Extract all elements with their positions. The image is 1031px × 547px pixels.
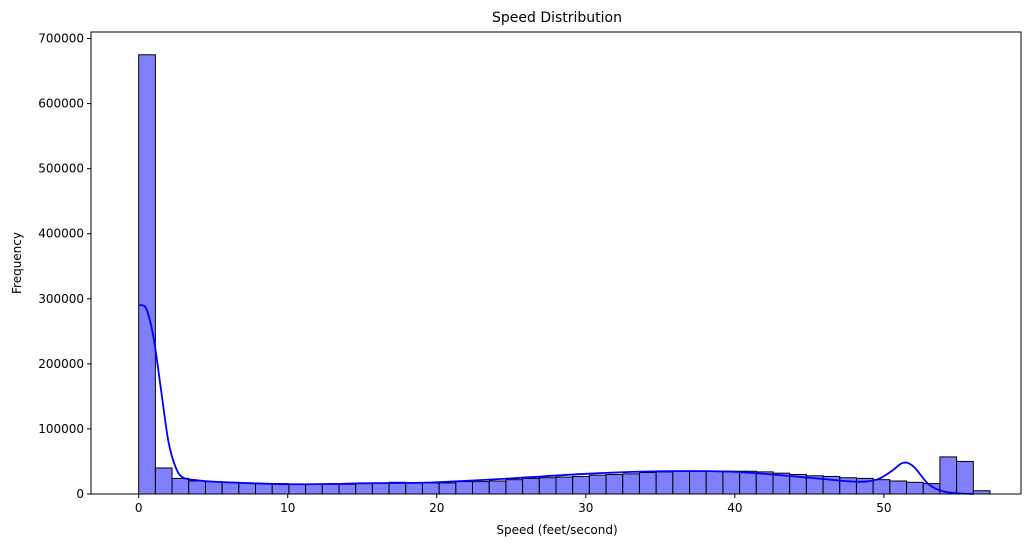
y-tick-label: 600000: [38, 97, 84, 111]
histogram-bar: [522, 477, 540, 495]
y-tick-label: 100000: [38, 422, 84, 436]
x-tick-label: 50: [876, 501, 891, 515]
histogram-bar: [488, 480, 507, 495]
histogram-bars: [138, 54, 991, 495]
plot-frame: [90, 31, 1022, 495]
x-tick-label: 0: [135, 501, 143, 515]
y-tick-label: 500000: [38, 162, 84, 176]
histogram-bar: [255, 483, 273, 495]
histogram-bar: [705, 470, 724, 495]
histogram-bar: [204, 481, 223, 495]
histogram-bar: [906, 481, 924, 495]
axes: 0 10 20 30 40 50 0 100000 200000 300000 400000 5000…: [38, 32, 891, 515]
histogram-bar: [538, 477, 557, 495]
histogram-bar: [388, 481, 407, 495]
histogram-bar: [622, 473, 640, 495]
histogram-bar: [171, 477, 190, 495]
y-tick-label: 400000: [38, 227, 84, 241]
x-tick-label: 10: [280, 501, 295, 515]
x-tick-label: 30: [578, 501, 593, 515]
y-tick-label: 200000: [38, 357, 84, 371]
histogram-bar: [722, 470, 741, 495]
histogram-bar: [188, 480, 206, 495]
x-axis-label: Speed (feet/second): [496, 523, 617, 537]
histogram-bar: [672, 470, 691, 495]
histogram-bar: [872, 479, 891, 495]
histogram-bar: [956, 460, 974, 495]
histogram-bar: [371, 482, 390, 495]
histogram-bar: [689, 470, 707, 495]
histogram-bar: [555, 476, 574, 495]
histogram-bar: [889, 480, 908, 495]
chart-title: Speed Distribution: [492, 10, 622, 26]
histogram-bar: [338, 483, 357, 495]
histogram-bar: [405, 482, 423, 495]
y-axis-label: Frequency: [10, 232, 24, 294]
histogram-bar: [939, 456, 958, 495]
histogram-bar: [605, 473, 624, 495]
kde-curve: [138, 304, 974, 495]
x-tick-label: 20: [429, 501, 444, 515]
histogram-bar: [638, 472, 657, 495]
histogram-bar: [221, 481, 240, 495]
histogram-bar: [438, 482, 457, 495]
histogram-bar: [321, 483, 340, 495]
histogram-bar: [154, 467, 173, 495]
y-tick-label: 300000: [38, 292, 84, 306]
y-tick-label: 0: [76, 487, 84, 501]
histogram-bar: [472, 481, 490, 495]
x-tick-label: 40: [727, 501, 742, 515]
histogram-bar: [305, 483, 323, 495]
histogram-bar: [455, 481, 474, 495]
histogram-bar: [739, 470, 757, 495]
histogram-bar: [421, 482, 440, 495]
histogram-bar: [572, 475, 590, 495]
histogram-bar: [655, 471, 674, 495]
histogram-bar: [355, 483, 373, 495]
histogram-bar: [138, 54, 156, 495]
histogram-bar: [288, 483, 307, 495]
histogram-bar: [271, 483, 290, 495]
histogram-bar: [588, 474, 607, 495]
histogram-bar: [505, 479, 524, 495]
y-tick-label: 700000: [38, 32, 84, 46]
histogram-bar: [238, 482, 257, 495]
